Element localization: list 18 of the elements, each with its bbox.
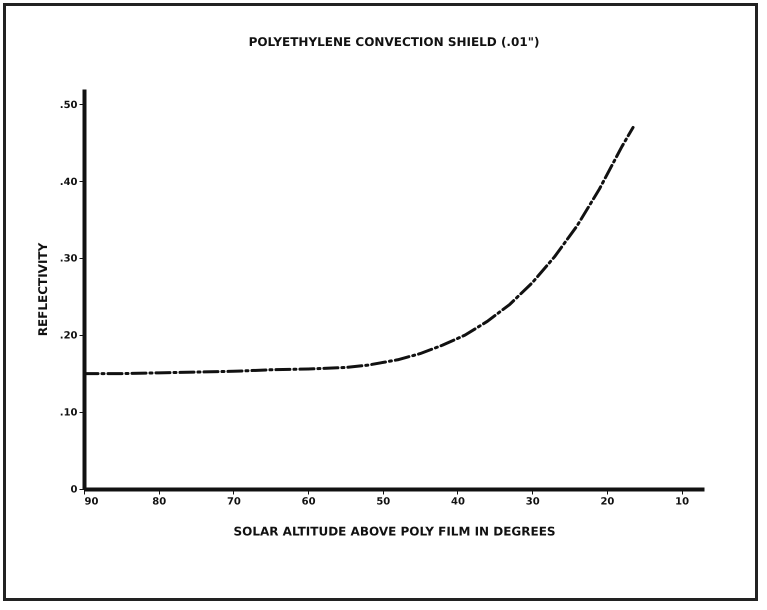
x-tick-label: 60	[302, 496, 316, 508]
x-tick-label: 50	[376, 496, 390, 508]
y-tick-label: .20	[60, 330, 78, 342]
y-tick-label: 0	[70, 484, 78, 496]
y-axis-title: REFLECTIVITY	[36, 242, 50, 336]
y-tick-label: .40	[60, 176, 78, 188]
chart-title: POLYETHYLENE CONVECTION SHIELD (.01")	[248, 35, 540, 49]
x-tick-label: 30	[526, 496, 540, 508]
x-tick-label: 40	[451, 496, 465, 508]
x-axis-title: SOLAR ALTITUDE ABOVE POLY FILM IN DEGREES	[233, 524, 556, 538]
x-tick-label: 90	[84, 496, 98, 508]
x-tick-label: 10	[675, 496, 690, 508]
y-tick-label: .10	[60, 408, 78, 419]
x-tick-label: 20	[600, 496, 614, 508]
y-tick-label: .30	[60, 254, 78, 265]
x-tick-label: 70	[226, 496, 241, 508]
y-tick-label: .50	[60, 100, 78, 111]
x-tick-label: 80	[152, 496, 166, 508]
